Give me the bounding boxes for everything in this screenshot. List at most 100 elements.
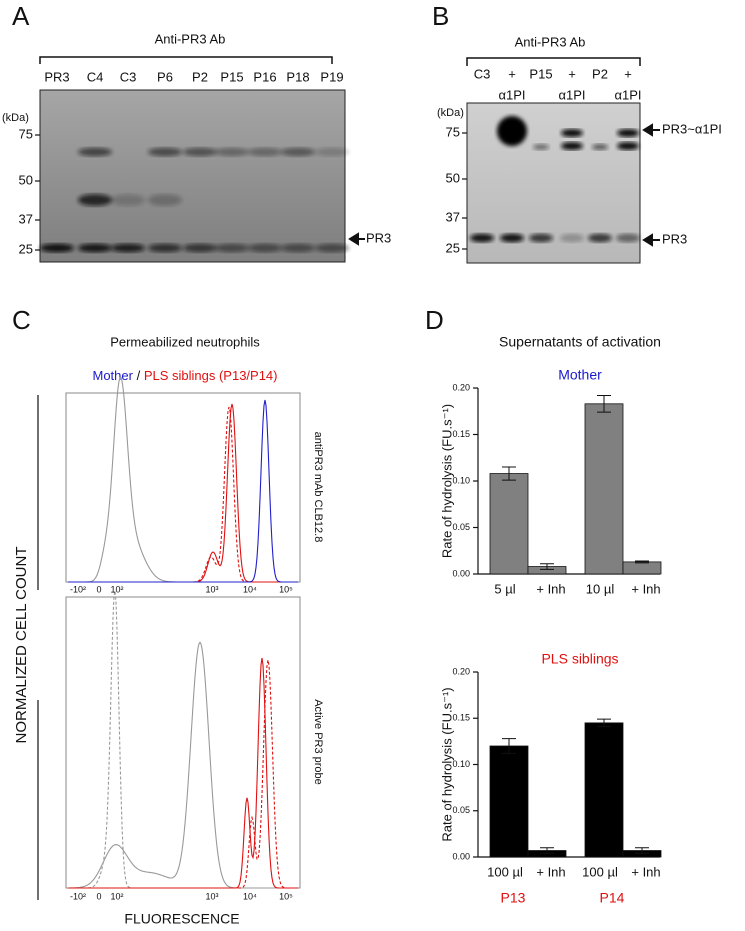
error-bar [540,847,554,854]
flow-tick-label: -10² [70,891,86,901]
flow-tick-label: 10³ [205,891,218,901]
band [148,147,182,157]
group-label: P13 [501,890,526,906]
band [248,243,282,253]
x-tick-label: + Inh [536,581,565,596]
flow-tick-label: 10⁵ [279,584,293,594]
band [497,116,527,146]
unit-label: (kDa) [2,112,29,124]
legend-pls: PLS siblings (P13/P14) [144,368,278,383]
flow-curve [68,641,298,889]
band [500,233,524,243]
band [78,194,112,206]
flow-plot [65,392,301,583]
band [183,243,217,253]
lane-label: + [624,66,632,81]
flow-curve [68,659,298,889]
plot-label: Active PR3 probe [312,699,324,785]
lane-sublabel: α1PI [498,87,525,102]
lane-label: + [568,66,576,81]
lane-label: C3 [120,69,137,84]
marker-label: 50 [446,170,460,185]
bar [584,403,624,575]
y-tick-label: 0.20 [452,382,470,392]
y-tick-label: 0.00 [452,851,470,861]
marker-label: 37 [19,211,33,226]
band [40,243,74,253]
lane-sublabel: α1PI [614,87,641,102]
band [533,144,549,150]
flow-tick-label: 10⁴ [243,891,257,901]
marker-label: 37 [446,209,460,224]
panel-label: D [425,305,444,335]
band [529,233,553,243]
error-bar [540,563,554,570]
flow-tick-label: 10⁵ [279,891,293,901]
group-label: P14 [600,890,625,906]
y-axis-label: Rate of hydrolysis (FU.s⁻¹) [439,687,454,841]
chart-subtitle: PLS siblings [541,651,618,667]
band [617,142,639,150]
lane-label: P16 [253,69,276,84]
marker-label: 75 [19,126,33,141]
marker-label: 50 [19,172,33,187]
panel-title: Permeabilized neutrophils [110,334,260,349]
chart-subtitle: Mother [558,367,602,383]
error-bar [597,718,611,728]
lane-label: P15 [529,66,552,81]
flow-tick-label: 10⁴ [243,584,257,594]
antibody-label: Anti-PR3 Ab [515,34,586,49]
flow-tick-label: 0 [96,891,101,901]
y-tick-label: 0.15 [452,713,470,723]
panel-label: C [12,305,31,335]
bracket [466,57,641,66]
marker-label: 75 [446,124,460,139]
band [183,147,217,157]
flow-tick-label: 0 [96,584,101,594]
blot-a [39,89,346,263]
band [561,129,583,137]
flow-tick-label: -10² [70,584,86,594]
band [111,194,145,206]
x-tick-label: + Inh [631,581,660,596]
y-tick-label: 0.05 [452,522,470,532]
band [248,147,282,157]
lane-label: P2 [192,69,208,84]
band [78,243,112,253]
band [561,142,583,150]
x-tick-label: 10 µl [586,581,615,596]
arrow-label: PR3~α1PI [662,121,722,136]
band [111,243,145,253]
blot-b [466,102,641,264]
panel-title: Supernatants of activation [499,334,661,350]
marker-label: 25 [446,240,460,255]
lane-label: P6 [157,69,173,84]
arrow-label: PR3 [366,230,391,245]
lane-label: P2 [592,66,608,81]
lane-label: P18 [286,69,309,84]
flow-curve [68,657,298,889]
error-bar [502,738,516,754]
x-tick-label: + Inh [631,864,660,879]
band [592,144,608,150]
band [148,243,182,253]
antibody-label: Anti-PR3 Ab [155,31,226,46]
error-bar [597,394,611,413]
bar [584,722,624,858]
bar [489,745,529,858]
band [560,233,584,243]
y-tick-label: 0.10 [452,759,470,769]
marker-label: 25 [19,241,33,256]
band [315,243,349,253]
x-tick-label: + Inh [536,864,565,879]
y-tick-label: 0.20 [452,666,470,676]
band [470,233,494,243]
legend-mother: Mother [93,368,134,383]
flow-tick-label: 10² [110,891,123,901]
y-tick-label: 0.15 [452,429,470,439]
panel-label: A [12,1,30,31]
band [215,147,249,157]
arrow-label: PR3 [662,231,687,246]
error-bar [635,560,649,564]
